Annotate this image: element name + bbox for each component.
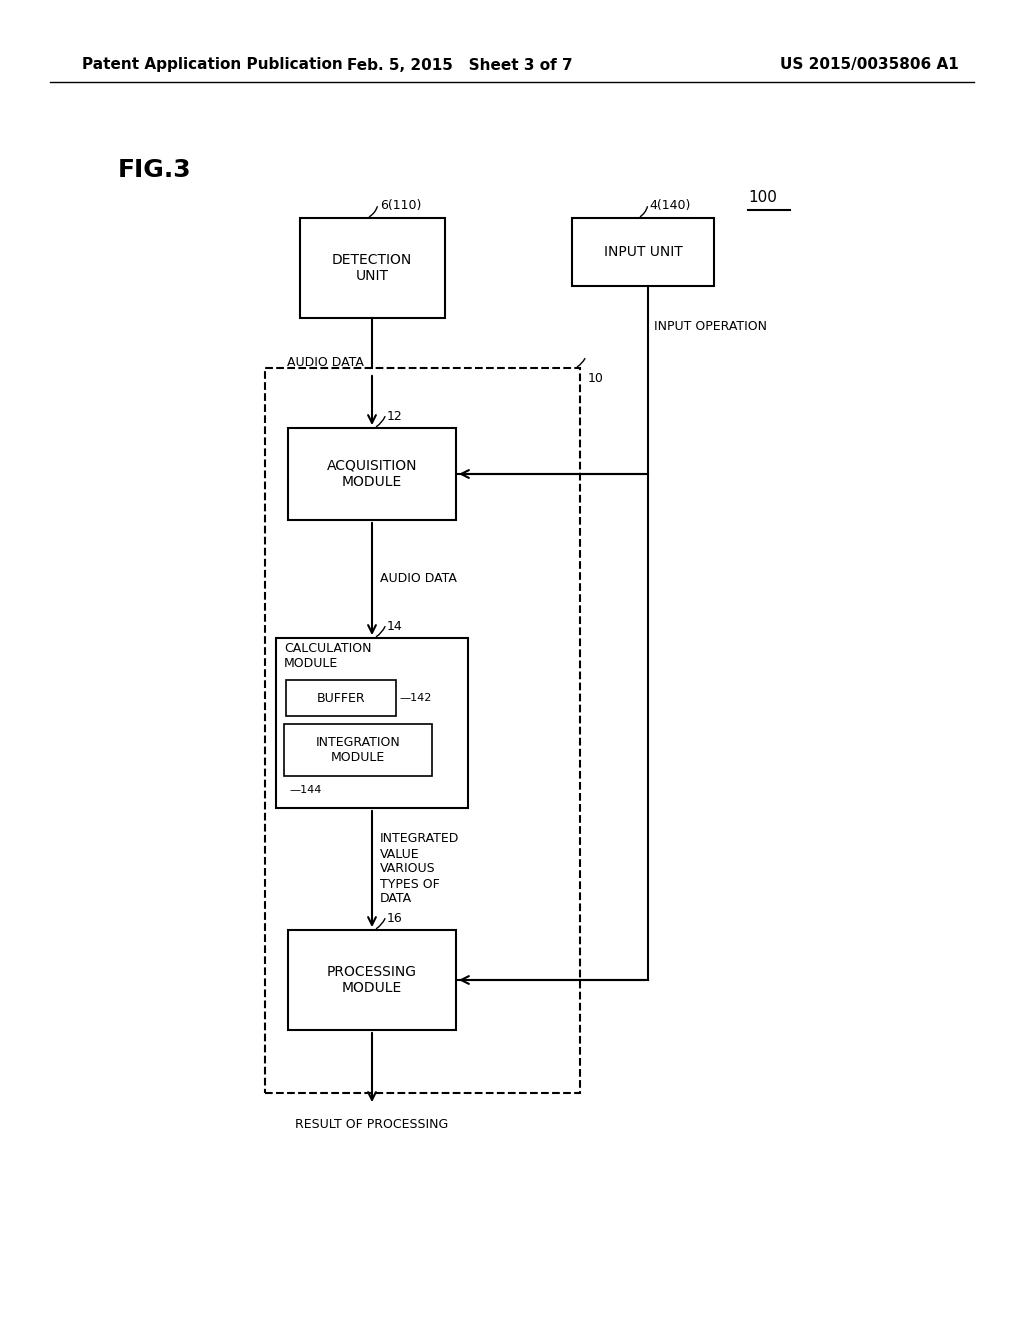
Bar (288, 428, 456, 520)
Text: DETECTION
UNIT: DETECTION UNIT (332, 253, 412, 282)
Text: RESULT OF PROCESSING: RESULT OF PROCESSING (295, 1118, 449, 1131)
Text: PROCESSING
MODULE: PROCESSING MODULE (327, 965, 417, 995)
Text: 100: 100 (748, 190, 777, 206)
Text: 6(110): 6(110) (380, 199, 421, 213)
Bar (288, 931, 456, 1030)
Bar (299, 218, 444, 318)
Bar (284, 723, 432, 776)
Text: INTEGRATION
MODULE: INTEGRATION MODULE (315, 737, 400, 764)
Text: CALCULATION
MODULE: CALCULATION MODULE (284, 642, 372, 671)
Text: 10: 10 (588, 371, 604, 384)
Text: —142: —142 (399, 693, 431, 704)
Text: 14: 14 (387, 619, 402, 632)
Text: INPUT OPERATION: INPUT OPERATION (654, 319, 767, 333)
Text: Feb. 5, 2015   Sheet 3 of 7: Feb. 5, 2015 Sheet 3 of 7 (347, 58, 572, 73)
Text: 16: 16 (387, 912, 402, 924)
Text: AUDIO DATA: AUDIO DATA (380, 573, 457, 586)
Bar (286, 680, 396, 715)
Text: AUDIO DATA: AUDIO DATA (287, 356, 364, 370)
Text: 12: 12 (387, 409, 402, 422)
Text: ACQUISITION
MODULE: ACQUISITION MODULE (327, 459, 417, 490)
Bar (265, 368, 580, 1093)
Text: BUFFER: BUFFER (316, 692, 366, 705)
Bar (572, 218, 714, 286)
Text: INTEGRATED
VALUE
VARIOUS
TYPES OF
DATA: INTEGRATED VALUE VARIOUS TYPES OF DATA (380, 833, 460, 906)
Text: —144: —144 (289, 785, 322, 795)
Text: Patent Application Publication: Patent Application Publication (82, 58, 343, 73)
Text: 4(140): 4(140) (649, 199, 690, 213)
Text: FIG.3: FIG.3 (118, 158, 191, 182)
Text: US 2015/0035806 A1: US 2015/0035806 A1 (780, 58, 958, 73)
Text: INPUT UNIT: INPUT UNIT (603, 246, 682, 259)
Bar (276, 638, 468, 808)
